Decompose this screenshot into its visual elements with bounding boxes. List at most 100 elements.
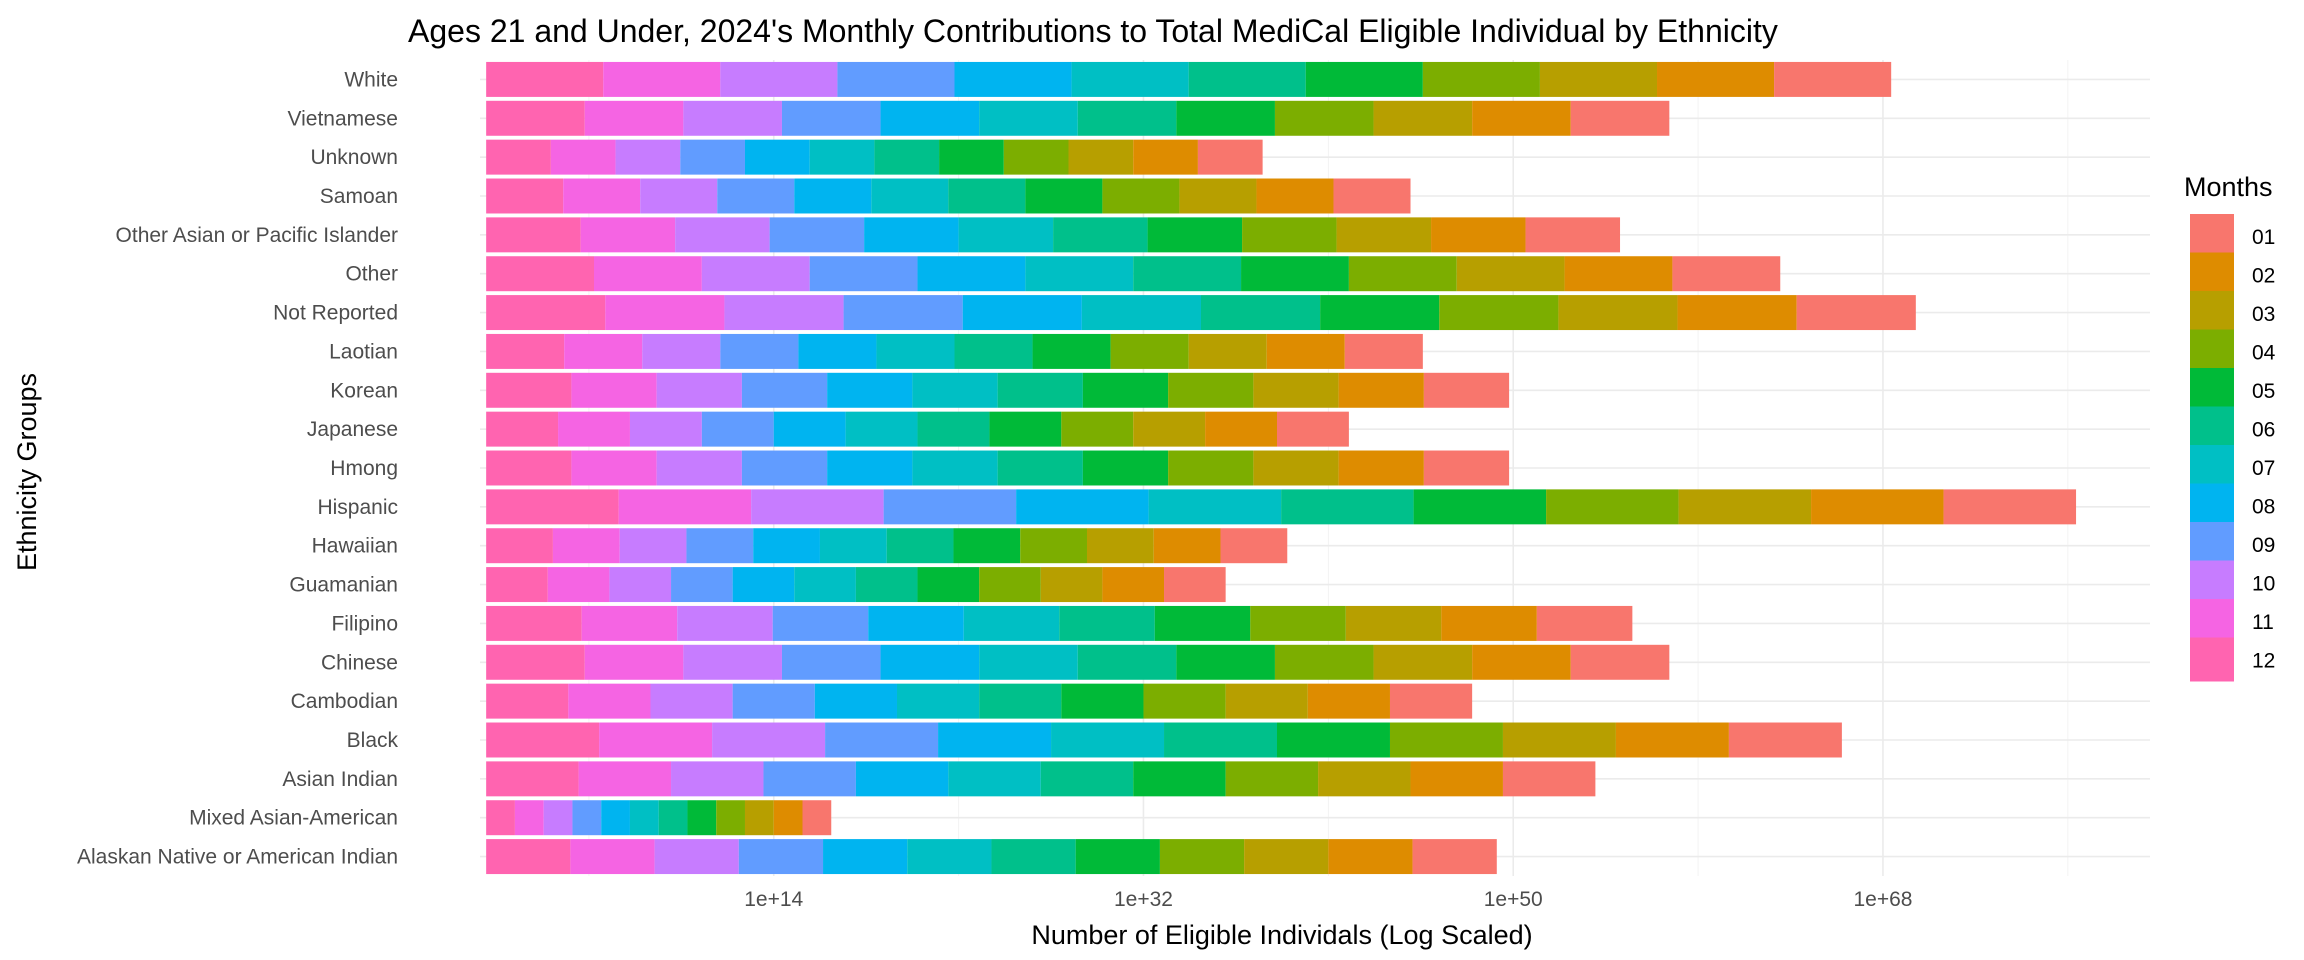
legend-swatch-02 bbox=[2190, 252, 2234, 297]
bar-segment-month-01 bbox=[1570, 644, 1670, 680]
bar-segment-month-09 bbox=[701, 411, 774, 447]
bar-segment-month-09 bbox=[671, 567, 733, 603]
bar-segment-month-10 bbox=[724, 295, 844, 331]
bar-segment-month-01 bbox=[1525, 217, 1621, 253]
bar-segment-month-01 bbox=[1536, 605, 1633, 641]
bar-segment-month-07 bbox=[871, 178, 949, 214]
bar-segment-month-02 bbox=[1410, 761, 1503, 797]
bar-segment-month-10 bbox=[650, 683, 733, 719]
bar-segment-month-09 bbox=[763, 761, 856, 797]
x-axis-title: Number of Eligible Individals (Log Scale… bbox=[1031, 920, 1532, 950]
bar-segment-month-11 bbox=[570, 839, 655, 875]
bar-segment-month-10 bbox=[751, 489, 884, 525]
bar-segment-month-10 bbox=[683, 100, 782, 136]
bar-segment-month-07 bbox=[794, 567, 856, 603]
bar-segment-month-02 bbox=[1338, 372, 1424, 408]
bar-segment-month-03 bbox=[1456, 256, 1565, 292]
bar-segment-month-09 bbox=[741, 372, 828, 408]
bar-segment-month-11 bbox=[552, 528, 620, 564]
bar-segment-month-11 bbox=[578, 761, 672, 797]
bar-segment-month-02 bbox=[1205, 411, 1277, 447]
bar-segment-month-12 bbox=[486, 100, 585, 136]
bar-segment-month-02 bbox=[1102, 567, 1165, 603]
bar-segment-month-12 bbox=[486, 489, 619, 525]
bar-segment-month-08 bbox=[962, 295, 1082, 331]
bar-segment-month-06 bbox=[855, 567, 918, 603]
bar-segment-month-02 bbox=[1431, 217, 1526, 253]
bar-segment-month-05 bbox=[687, 800, 717, 836]
legend-swatch-11 bbox=[2190, 599, 2234, 643]
bar-segment-month-02 bbox=[773, 800, 803, 836]
y-tick-label: Other bbox=[345, 263, 398, 286]
bar-segment-month-04 bbox=[1389, 722, 1503, 758]
bar-segment-month-06 bbox=[1077, 100, 1177, 136]
bar-segment-month-12 bbox=[486, 256, 595, 292]
bar-segment-month-05 bbox=[1025, 178, 1103, 214]
bar-segment-month-03 bbox=[1373, 100, 1473, 136]
bar-segment-month-12 bbox=[486, 372, 572, 408]
bar-segment-month-05 bbox=[1075, 839, 1160, 875]
bar-segment-month-05 bbox=[989, 411, 1062, 447]
bar-segment-month-06 bbox=[1281, 489, 1414, 525]
bar-segment-month-03 bbox=[1133, 411, 1206, 447]
legend-label-08: 08 bbox=[2252, 496, 2275, 519]
legend-swatch-12 bbox=[2190, 637, 2234, 682]
bar-segment-month-07 bbox=[845, 411, 918, 447]
bar-segment-month-07 bbox=[1148, 489, 1282, 525]
bar-segment-month-10 bbox=[683, 644, 782, 680]
bar-segment-month-07 bbox=[1025, 256, 1134, 292]
bar-segment-month-06 bbox=[954, 333, 1033, 369]
y-tick-label: Samoan bbox=[320, 185, 398, 208]
bar-segment-month-04 bbox=[1061, 411, 1134, 447]
bar-segment-month-04 bbox=[1274, 100, 1374, 136]
bar-segment-month-09 bbox=[732, 683, 815, 719]
bar-segment-month-02 bbox=[1153, 528, 1221, 564]
bar-segment-month-07 bbox=[958, 217, 1054, 253]
bar-segment-month-11 bbox=[618, 489, 752, 525]
bar-segment-month-11 bbox=[599, 722, 713, 758]
bar-segment-month-11 bbox=[603, 61, 721, 97]
bar-segment-month-05 bbox=[1413, 489, 1547, 525]
bar-segment-month-11 bbox=[514, 800, 544, 836]
bar-segment-month-07 bbox=[809, 139, 875, 175]
bar-segment-month-10 bbox=[654, 839, 739, 875]
bar-segment-month-11 bbox=[584, 100, 684, 136]
bar-segment-month-04 bbox=[1274, 644, 1374, 680]
bar-segment-month-03 bbox=[1345, 605, 1442, 641]
bar-segment-month-11 bbox=[564, 333, 643, 369]
bar-segment-month-08 bbox=[732, 567, 795, 603]
bar-hawaiian bbox=[486, 528, 1288, 564]
bar-segment-month-09 bbox=[572, 800, 602, 836]
legend-label-11: 11 bbox=[2252, 611, 2274, 634]
bar-segment-month-02 bbox=[1338, 450, 1424, 486]
bar-other-asian-or-pacific-islander bbox=[486, 217, 1621, 253]
bar-segment-month-07 bbox=[963, 605, 1060, 641]
legend-swatch-10 bbox=[2190, 560, 2234, 605]
bar-segment-month-12 bbox=[486, 839, 571, 875]
bar-segment-month-10 bbox=[720, 61, 838, 97]
y-tick-label: Other Asian or Pacific Islander bbox=[116, 224, 398, 247]
bar-segment-month-08 bbox=[601, 800, 630, 836]
bar-segment-month-07 bbox=[1071, 61, 1189, 97]
x-tick-labels: 1e+14 1e+32 1e+50 1e+68 bbox=[744, 888, 1912, 911]
bar-segment-month-10 bbox=[640, 178, 718, 214]
bar-segment-month-12 bbox=[486, 567, 548, 603]
bar-segment-month-06 bbox=[1053, 217, 1148, 253]
legend-label-05: 05 bbox=[2252, 380, 2275, 403]
bar-segment-month-07 bbox=[912, 372, 998, 408]
bar-vietnamese bbox=[486, 100, 1670, 136]
bar-segment-month-12 bbox=[486, 295, 606, 331]
x-tick-label: 1e+14 bbox=[744, 888, 803, 911]
bar-segment-month-01 bbox=[1943, 489, 2077, 525]
bar-segment-month-06 bbox=[1164, 722, 1277, 758]
bar-segment-month-11 bbox=[580, 217, 676, 253]
bar-segment-month-07 bbox=[629, 800, 659, 836]
bar-segment-month-08 bbox=[954, 61, 1072, 97]
legend-swatch-03 bbox=[2190, 291, 2234, 335]
bar-segment-month-02 bbox=[1133, 139, 1198, 175]
y-tick-label: Japanese bbox=[307, 418, 398, 441]
bar-segment-month-04 bbox=[1225, 761, 1319, 797]
bar-segment-month-09 bbox=[717, 178, 795, 214]
y-tick-label: Unknown bbox=[310, 146, 398, 169]
bar-segment-month-11 bbox=[571, 372, 657, 408]
